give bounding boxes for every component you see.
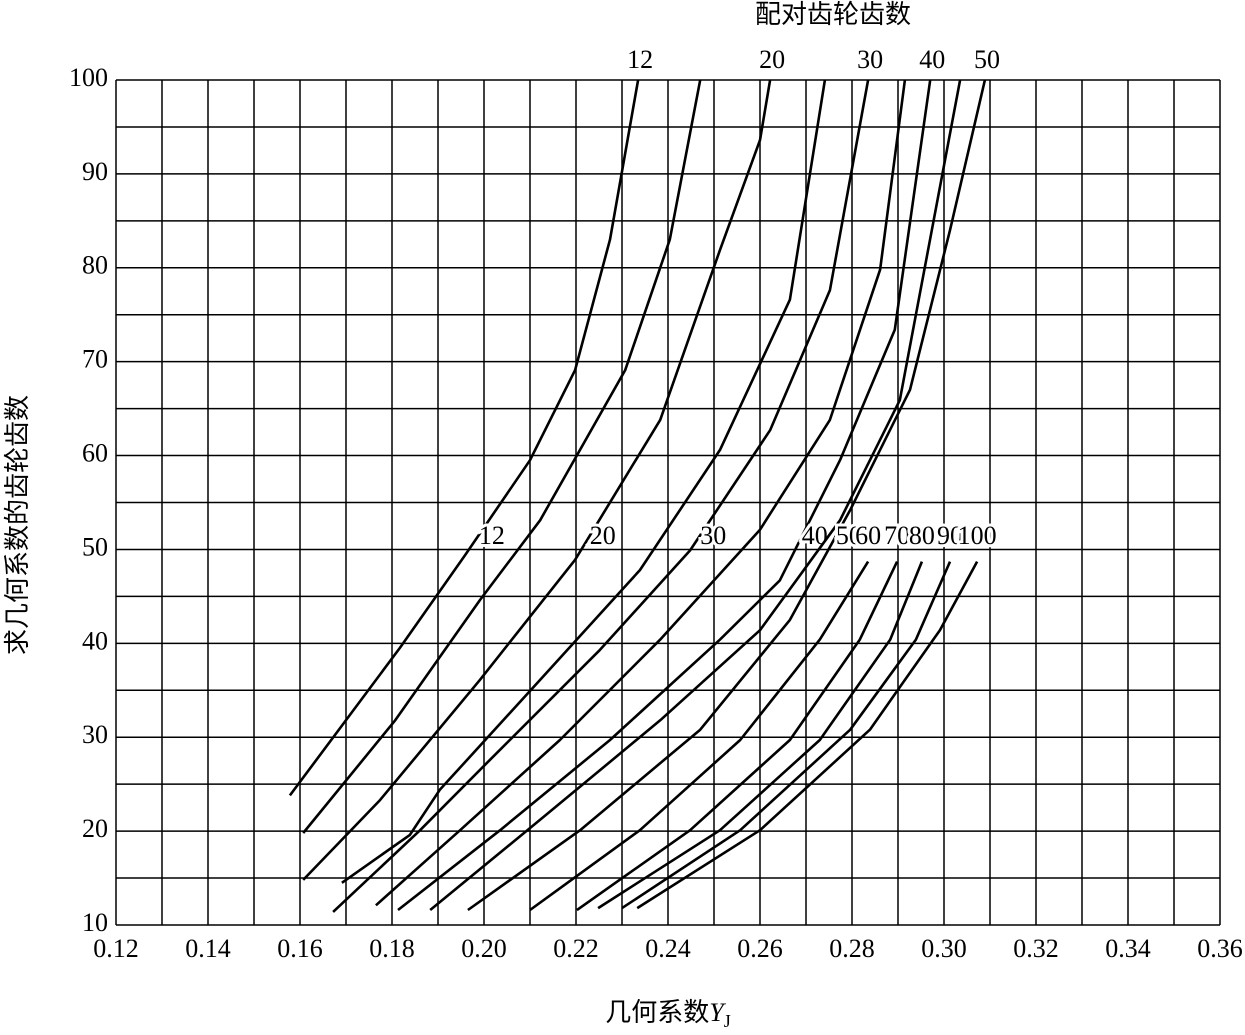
chart-title: 配对齿轮齿数 bbox=[755, 0, 911, 29]
curve bbox=[529, 560, 870, 912]
x-axis-label: 几何系数YJ bbox=[605, 998, 731, 1031]
curve-label: 50 bbox=[836, 521, 862, 550]
y-tick-label: 60 bbox=[82, 439, 108, 468]
curve bbox=[397, 79, 932, 912]
curve-label: 70 bbox=[884, 521, 910, 550]
x-tick-label: 0.14 bbox=[185, 934, 231, 963]
x-tick-label: 0.32 bbox=[1013, 934, 1059, 963]
curve bbox=[576, 561, 899, 912]
curve-label: 100 bbox=[958, 521, 997, 550]
curve-label-top: 30 bbox=[857, 45, 883, 74]
curve bbox=[302, 79, 772, 881]
x-tick-label: 0.28 bbox=[829, 934, 875, 963]
curve-label-top: 20 bbox=[759, 45, 785, 74]
y-axis-label: 求几何系数的齿轮齿数 bbox=[3, 395, 32, 655]
curve bbox=[636, 560, 979, 910]
curve bbox=[302, 79, 702, 834]
curve bbox=[341, 79, 827, 884]
curve-label: 80 bbox=[909, 521, 935, 550]
x-tick-label: 0.20 bbox=[461, 934, 507, 963]
x-axis-label-subscript: J bbox=[724, 1011, 731, 1031]
x-tick-label: 0.26 bbox=[737, 934, 783, 963]
x-tick-label: 0.36 bbox=[1197, 934, 1243, 963]
x-tick-label: 0.34 bbox=[1105, 934, 1151, 963]
curve-label: 60 bbox=[855, 521, 881, 550]
curve bbox=[288, 79, 640, 797]
y-tick-label: 10 bbox=[82, 908, 108, 937]
curve bbox=[621, 561, 952, 910]
curve-label: 30 bbox=[700, 521, 726, 550]
x-tick-label: 0.16 bbox=[277, 934, 323, 963]
x-axis-label-text: 几何系数 bbox=[605, 998, 709, 1027]
y-tick-label: 70 bbox=[82, 345, 108, 374]
curve-label: 20 bbox=[590, 521, 616, 550]
curve-label: 12 bbox=[479, 521, 505, 550]
y-tick-label: 90 bbox=[82, 157, 108, 186]
curve-label: 90 bbox=[937, 521, 963, 550]
curve-label-top: 12 bbox=[627, 45, 653, 74]
curve bbox=[467, 79, 987, 912]
curve-label: 40 bbox=[802, 521, 828, 550]
y-tick-label: 80 bbox=[82, 251, 108, 280]
y-tick-label: 30 bbox=[82, 720, 108, 749]
y-tick-label: 50 bbox=[82, 532, 108, 561]
y-tick-label: 20 bbox=[82, 814, 108, 843]
curve bbox=[597, 561, 924, 910]
curve bbox=[429, 79, 962, 912]
curve bbox=[375, 79, 907, 907]
curve-label-top: 40 bbox=[919, 45, 945, 74]
x-tick-label: 0.22 bbox=[553, 934, 599, 963]
x-tick-label: 0.30 bbox=[921, 934, 967, 963]
curve-label-top: 50 bbox=[974, 45, 1000, 74]
x-tick-label: 0.12 bbox=[93, 934, 139, 963]
curve bbox=[332, 79, 870, 913]
x-axis-label-symbol: Y bbox=[709, 998, 726, 1027]
x-tick-label: 0.18 bbox=[369, 934, 415, 963]
y-tick-label: 40 bbox=[82, 626, 108, 655]
x-tick-label: 0.24 bbox=[645, 934, 691, 963]
y-tick-label: 100 bbox=[69, 63, 108, 92]
